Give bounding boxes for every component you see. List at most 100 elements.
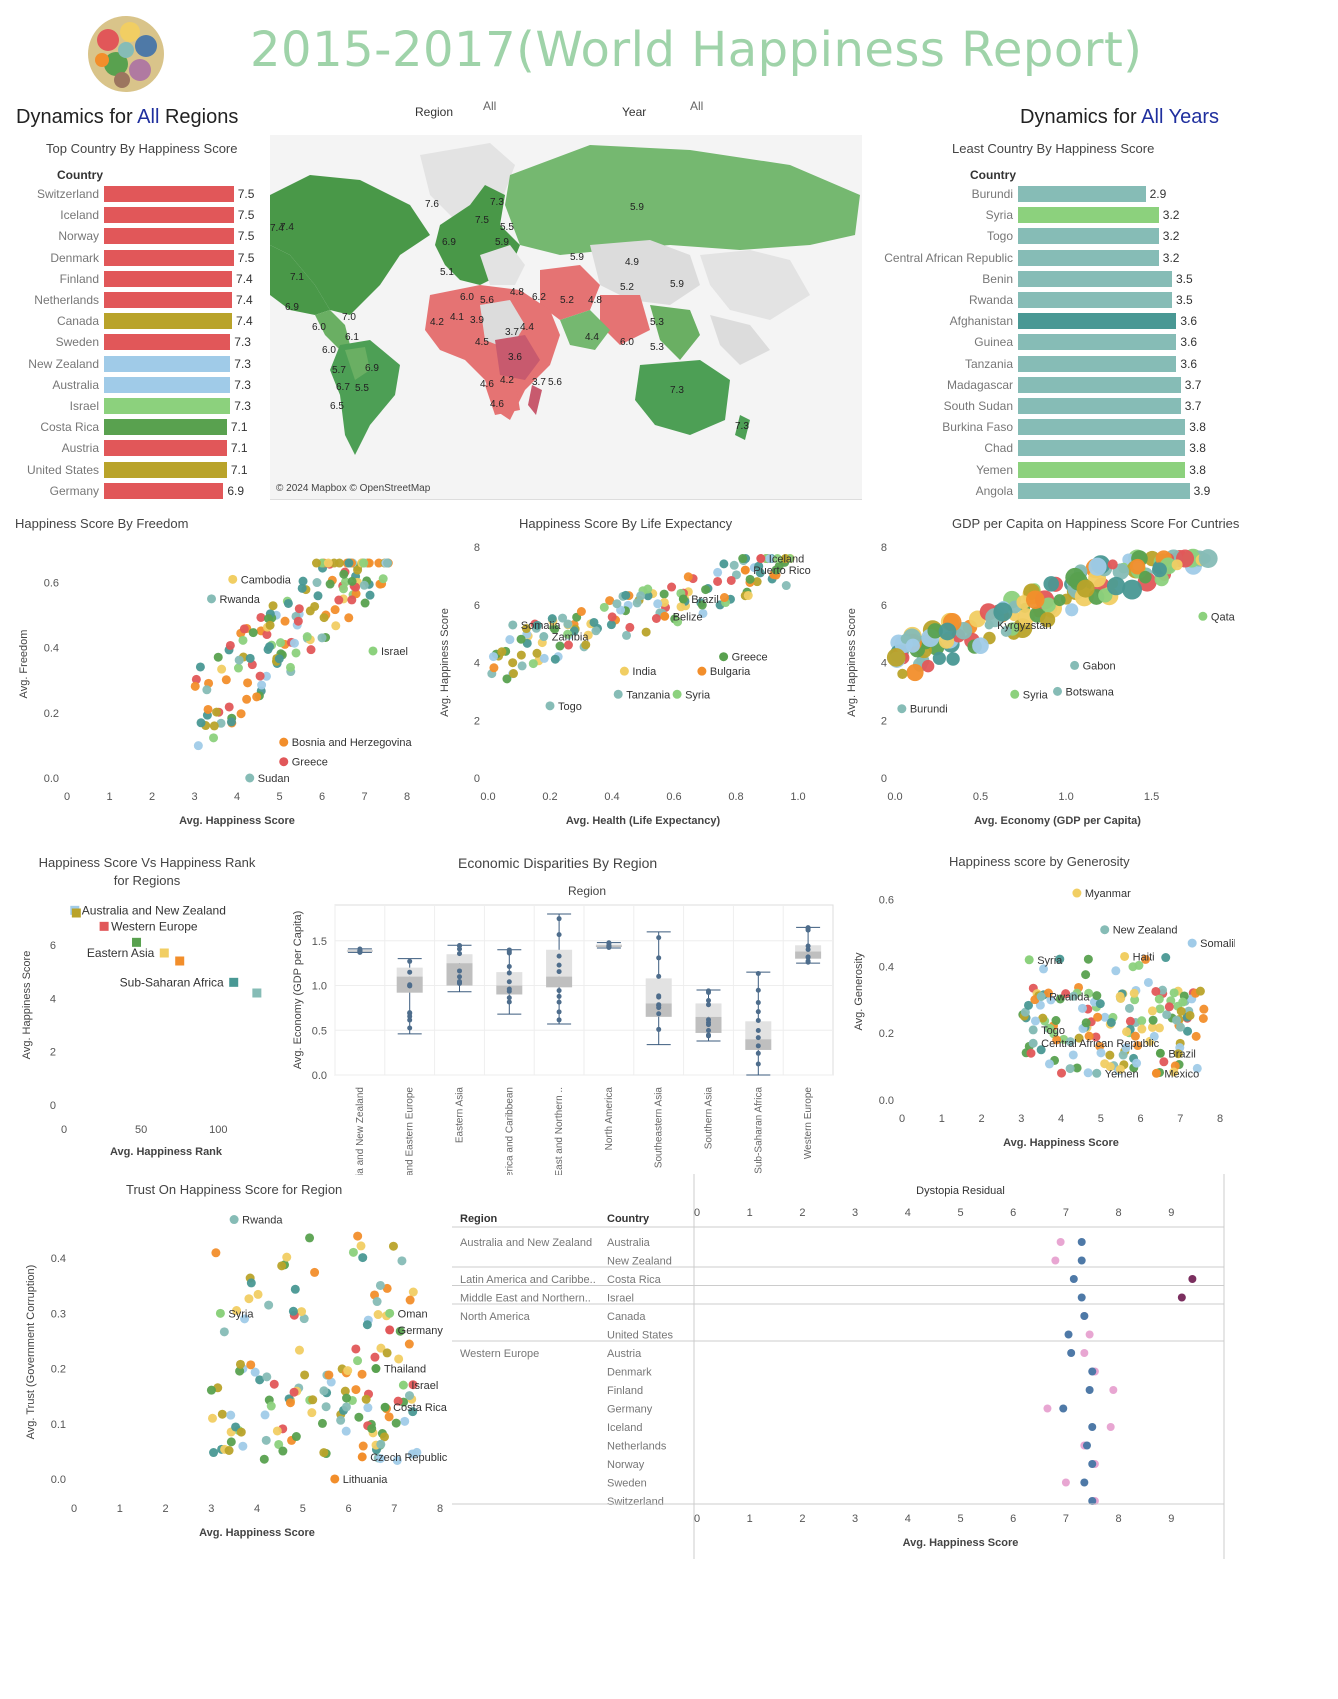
bar-category-label: Germany — [49, 483, 99, 498]
bar[interactable] — [104, 482, 224, 499]
x-tick-label: 4 — [234, 791, 240, 803]
bar[interactable] — [1018, 376, 1181, 393]
point-annotation: Israel — [381, 646, 408, 658]
bar[interactable] — [104, 440, 227, 457]
bar[interactable] — [104, 461, 227, 478]
annotated-point — [719, 652, 729, 662]
bar[interactable] — [1018, 270, 1172, 287]
bar[interactable] — [104, 313, 233, 330]
annotated-point — [1151, 1068, 1161, 1078]
scatter-point — [621, 590, 631, 600]
y-axis-title: Avg. Trust (Government Corruption) — [25, 1265, 37, 1440]
bar[interactable] — [104, 186, 234, 202]
scatter-point — [209, 733, 219, 743]
region-label: Latin America and Caribbe.. — [460, 1274, 596, 1286]
scatter-point — [1137, 1016, 1147, 1026]
map-value-label: 6.9 — [365, 363, 379, 374]
year-filter-value[interactable]: All — [690, 99, 704, 113]
bar[interactable] — [104, 376, 231, 393]
scatter-point — [361, 1394, 371, 1404]
scatter-point — [285, 662, 295, 672]
bar[interactable] — [1018, 334, 1177, 351]
world-map[interactable]: 5.9 7.3 7.4 7.6 7.5 5.5 6.9 5.9 5.9 4.9 5.2 5.9 7.1 6… — [270, 135, 862, 500]
scatter-point — [497, 647, 507, 657]
scatter-point — [719, 559, 729, 569]
bar[interactable] — [1018, 482, 1190, 499]
bar[interactable] — [104, 292, 233, 308]
scatter-point — [508, 658, 518, 668]
bar[interactable] — [1018, 313, 1177, 330]
scatter-point — [555, 641, 565, 651]
scatter-point — [383, 558, 393, 568]
top-country-title: Top Country By Happiness Score — [46, 141, 238, 156]
scatter-point — [528, 659, 538, 669]
scatter-point — [1023, 1000, 1033, 1010]
dystopia-point — [1109, 1386, 1118, 1394]
box-point — [457, 980, 462, 986]
scatter-point — [606, 620, 616, 630]
bar[interactable] — [104, 207, 234, 224]
scatter-point — [319, 1386, 329, 1396]
country-label: Sweden — [607, 1478, 647, 1490]
bar[interactable] — [104, 398, 231, 414]
bar[interactable] — [1018, 461, 1186, 478]
scatter-point — [643, 584, 653, 594]
bar[interactable] — [1018, 228, 1159, 245]
scatter-point — [305, 606, 315, 616]
bar[interactable] — [104, 355, 231, 372]
bar[interactable] — [104, 334, 231, 351]
bar[interactable] — [104, 419, 227, 436]
bar[interactable] — [1018, 355, 1177, 372]
point-annotation: Myanmar — [1085, 888, 1131, 900]
annotated-point — [1010, 689, 1020, 699]
scatter-point — [921, 659, 935, 673]
point-annotation: Kyrgyzstan — [997, 620, 1051, 632]
bar[interactable] — [104, 270, 233, 287]
annotated-point — [368, 646, 378, 656]
bar[interactable] — [1018, 249, 1159, 266]
bar-value-label: 3.2 — [1162, 229, 1180, 244]
scatter-point — [358, 1441, 368, 1451]
x-tick-label: 0.0 — [887, 791, 902, 803]
scatter-point — [334, 595, 344, 605]
y-axis-title: Avg. Economy (GDP per Capita) — [292, 911, 304, 1070]
bar[interactable] — [1018, 292, 1172, 308]
dystopia-point — [1106, 1423, 1115, 1431]
bar[interactable] — [1018, 419, 1186, 436]
bar[interactable] — [1018, 440, 1186, 457]
scatter-point — [217, 1409, 227, 1419]
scatter-point — [282, 1252, 292, 1262]
bar-value-label: 7.3 — [234, 356, 251, 371]
scatter-point — [1115, 991, 1125, 1001]
bar[interactable] — [1018, 207, 1159, 224]
bar[interactable] — [104, 249, 234, 266]
bar-category-label: Burundi — [971, 187, 1013, 201]
box-point — [506, 970, 512, 976]
y-tick-label: 8 — [881, 542, 887, 554]
point-annotation: Belize — [673, 611, 703, 623]
region-filter-value[interactable]: All — [483, 99, 497, 113]
bar-value-label: 7.4 — [236, 314, 253, 329]
bar[interactable] — [1018, 398, 1181, 414]
country-label: Norway — [607, 1459, 645, 1471]
scatter-point — [905, 638, 920, 653]
box-point — [805, 958, 811, 964]
bar-value-label: 3.7 — [1184, 399, 1202, 413]
box-upper — [695, 1003, 722, 1017]
bar[interactable] — [1018, 186, 1146, 202]
annotated-point — [371, 1364, 381, 1374]
map-attribution[interactable]: © 2024 Mapbox © OpenStreetMap — [276, 483, 431, 494]
box-point — [706, 990, 711, 996]
map-value-label: 4.8 — [510, 287, 524, 298]
region-label: Middle East and Northern.. — [460, 1293, 591, 1305]
box-point — [805, 954, 811, 960]
annotated-point — [398, 1380, 408, 1390]
scatter-point — [259, 1454, 269, 1464]
bar[interactable] — [104, 228, 234, 245]
scatter-point — [1154, 994, 1164, 1004]
generosity-scatter-chart: 0 1 2 3 4 5 6 7 8 0.0 0.2 0.4 0.6 Avg. Happiness Scor… — [853, 888, 1235, 1149]
bar-category-label: Finland — [59, 271, 99, 286]
scatter-point — [302, 632, 312, 642]
point-annotation: Brazil — [1168, 1048, 1196, 1060]
x-tick-label: 3 — [852, 1207, 858, 1219]
